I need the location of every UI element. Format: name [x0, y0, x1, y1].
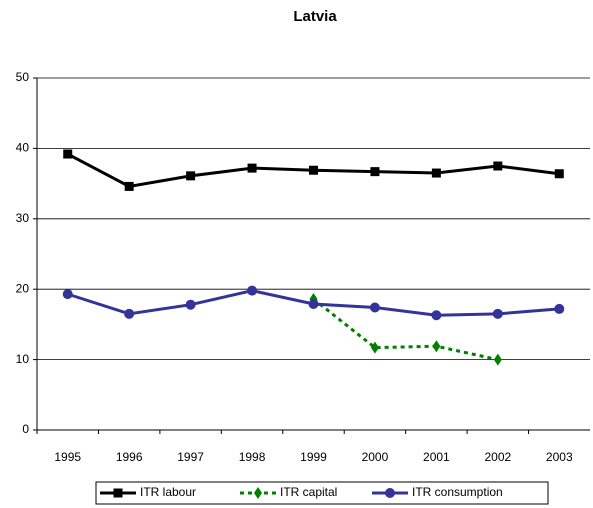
marker: [124, 181, 134, 191]
x-tick-label: 1995: [54, 450, 81, 464]
legend-label: ITR labour: [140, 485, 196, 499]
y-tick-label: 20: [16, 281, 30, 295]
y-tick-label: 30: [16, 211, 30, 225]
marker: [370, 341, 379, 354]
marker: [554, 169, 564, 179]
x-tick-label: 1998: [239, 450, 266, 464]
x-tick-label: 2002: [484, 450, 511, 464]
marker: [431, 168, 441, 178]
marker: [309, 165, 318, 175]
x-tick-label: 1997: [177, 450, 204, 464]
marker: [431, 310, 442, 321]
marker: [369, 302, 380, 313]
marker: [63, 149, 73, 159]
marker: [185, 299, 196, 310]
x-tick-label: 2001: [423, 450, 450, 464]
marker: [493, 161, 503, 171]
marker: [432, 340, 441, 353]
x-tick-label: 2003: [546, 450, 573, 464]
y-tick-label: 0: [22, 422, 29, 436]
marker: [62, 289, 73, 300]
x-tick-label: 1999: [300, 450, 327, 464]
marker: [113, 488, 123, 498]
marker: [554, 303, 565, 314]
marker: [308, 298, 319, 309]
y-tick-label: 40: [16, 141, 30, 155]
x-tick-label: 1996: [116, 450, 143, 464]
legend-label: ITR capital: [280, 485, 337, 499]
legend-label: ITR consumption: [412, 485, 503, 499]
marker: [254, 487, 262, 499]
y-tick-label: 10: [16, 352, 30, 366]
marker: [493, 353, 502, 366]
marker: [247, 163, 257, 173]
series-line: [312, 297, 499, 362]
y-tick-label: 50: [16, 70, 30, 84]
marker: [247, 285, 258, 296]
marker: [370, 167, 380, 177]
marker: [186, 171, 196, 181]
x-tick-label: 2000: [362, 450, 389, 464]
marker: [492, 308, 503, 319]
legend-box: [95, 481, 549, 505]
marker: [124, 308, 135, 319]
marker: [385, 488, 395, 498]
chart-title: Latvia: [293, 8, 337, 25]
